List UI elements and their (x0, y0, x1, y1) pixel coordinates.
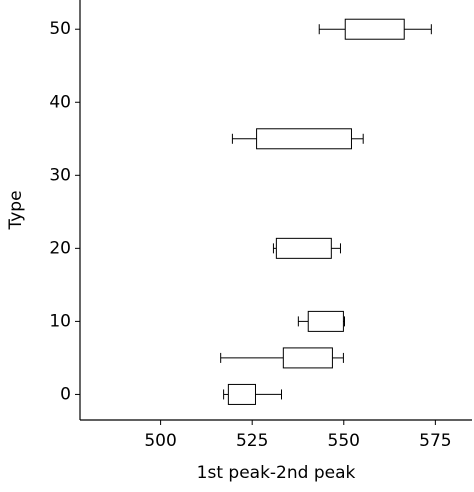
box (256, 128, 352, 150)
x-tick-label: 500 (144, 431, 176, 451)
y-tick-label: 0 (60, 384, 71, 404)
box (275, 237, 332, 259)
y-tick-label: 40 (49, 92, 71, 112)
y-tick-label: 10 (49, 311, 71, 331)
x-tick-label: 525 (236, 431, 268, 451)
box (344, 18, 405, 40)
y-tick-label: 30 (49, 165, 71, 185)
x-axis-label: 1st peak-2nd peak (197, 463, 356, 483)
box (282, 347, 333, 369)
y-axis-label: Type (6, 190, 26, 230)
y-tick-label: 20 (49, 238, 71, 258)
x-tick-label: 550 (328, 431, 360, 451)
box (227, 383, 256, 405)
x-tick-label: 575 (419, 431, 451, 451)
box (307, 310, 344, 332)
y-tick-label: 50 (49, 19, 71, 39)
